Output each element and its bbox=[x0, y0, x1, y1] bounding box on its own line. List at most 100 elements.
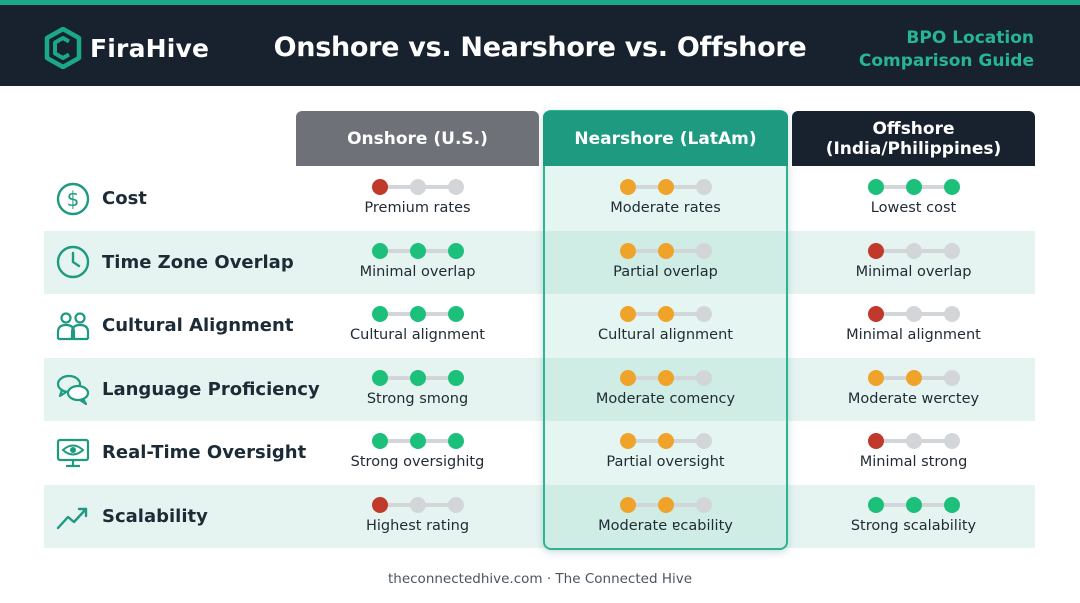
cell-text: Lowest cost bbox=[870, 200, 957, 216]
cell-offshore: Minimal strong bbox=[792, 421, 1035, 484]
rating-dot-green bbox=[371, 369, 388, 386]
cell-text: Partial overlap bbox=[613, 263, 718, 280]
row-background bbox=[44, 357, 1035, 421]
page-title: Onshore vs. Nearshore vs. Offshore bbox=[273, 32, 807, 63]
rating-dot-green bbox=[409, 242, 426, 259]
rating-dot-gray bbox=[905, 242, 922, 259]
cell-text: Strong scalability bbox=[850, 518, 977, 534]
criterion: Language Proficiency bbox=[55, 358, 320, 421]
comparison-row: $ Cost Premium rates Moderate rates Lowest c… bbox=[44, 167, 1035, 230]
cell-nearshore: Partial overlap bbox=[544, 231, 787, 294]
comparison-row: Scalability Highest rating Moderate ɐcabil… bbox=[44, 485, 1035, 548]
cell-onshore: Highest rating bbox=[296, 485, 539, 548]
cell-text: Minimal overlap bbox=[855, 263, 972, 280]
rating-dot-green bbox=[905, 497, 922, 513]
rating-dot-orange bbox=[619, 369, 636, 386]
logo[interactable]: FiraHive bbox=[44, 25, 209, 71]
rating-dot-gray bbox=[943, 433, 960, 450]
rating-dot-orange bbox=[867, 369, 884, 386]
rating-dot-red bbox=[371, 497, 388, 513]
rating-dots bbox=[544, 433, 787, 450]
criterion-label: Cost bbox=[102, 188, 147, 209]
cell-onshore: Premium rates bbox=[296, 167, 539, 230]
cell-offshore: Strong scalability bbox=[792, 485, 1035, 548]
rating-dots bbox=[296, 369, 539, 386]
rating-dot-orange bbox=[657, 306, 674, 323]
row-background bbox=[44, 230, 1035, 294]
column-header-onshore: Onshore (U.S.) bbox=[296, 111, 539, 166]
rating-dots bbox=[296, 179, 539, 195]
criterion: Scalability bbox=[55, 485, 208, 548]
cell-text: Partial oversight bbox=[606, 454, 725, 471]
rating-dots bbox=[792, 369, 1035, 386]
hexagon-logo-icon bbox=[44, 27, 82, 69]
rating-dots bbox=[792, 306, 1035, 323]
cell-text: Moderate comency bbox=[595, 390, 736, 407]
comparison-row: Language Proficiency Strong smong Moderate… bbox=[44, 358, 1035, 421]
cell-onshore: Cultural alignment bbox=[296, 294, 539, 357]
svg-text:$: $ bbox=[67, 187, 80, 211]
rating-dots bbox=[296, 433, 539, 450]
rating-dots bbox=[544, 179, 787, 195]
rating-dot-green bbox=[447, 242, 464, 259]
rating-dot-gray bbox=[409, 179, 426, 195]
criterion-label: Language Proficiency bbox=[102, 378, 320, 400]
comparison-row: Cultural Alignment Cultural alignment Cult… bbox=[44, 294, 1035, 357]
people-icon bbox=[56, 312, 90, 340]
rating-dot-gray bbox=[905, 306, 922, 323]
cell-text: Cultural alignment bbox=[598, 327, 733, 344]
footer-credit: theconnectedhive.com · The Connected Hiv… bbox=[387, 571, 693, 587]
offshore-header-line-2: (India/Philippines) bbox=[825, 138, 1002, 159]
rating-dot-gray bbox=[695, 306, 712, 323]
rating-dot-green bbox=[447, 369, 464, 386]
rating-dots bbox=[544, 369, 787, 386]
cell-text: Minimal strong bbox=[859, 454, 968, 471]
rating-dot-red bbox=[867, 306, 884, 323]
rating-dots bbox=[296, 242, 539, 259]
rating-dot-orange bbox=[619, 242, 636, 259]
cell-nearshore: Partial oversight bbox=[544, 421, 787, 484]
rating-dot-green bbox=[409, 369, 426, 386]
rating-dots bbox=[792, 497, 1035, 513]
cell-onshore: Strong smong bbox=[296, 358, 539, 421]
guide-subtitle: BPO Location Comparison Guide bbox=[859, 27, 1034, 73]
criterion-label: Cultural Alignment bbox=[102, 315, 294, 337]
monitor-eye-icon bbox=[56, 438, 90, 467]
rating-dot-orange bbox=[657, 242, 674, 259]
rating-dot-gray bbox=[695, 242, 712, 259]
rating-dot-orange bbox=[657, 179, 674, 195]
cell-text: Minimal overlap bbox=[359, 263, 476, 280]
rating-dot-orange bbox=[657, 369, 674, 386]
cell-text: Premium rates bbox=[364, 200, 471, 216]
rating-dots bbox=[544, 497, 787, 513]
rating-dot-orange bbox=[657, 497, 674, 513]
rating-dot-green bbox=[867, 179, 884, 195]
rating-dot-red bbox=[867, 242, 884, 259]
offshore-header-line-1: Offshore bbox=[872, 118, 955, 139]
column-header-offshore: Offshore (India/Philippines) bbox=[792, 111, 1035, 166]
rating-dots bbox=[544, 242, 787, 259]
criterion-label: Scalability bbox=[102, 506, 208, 527]
rating-dot-green bbox=[447, 433, 464, 450]
rating-dot-green bbox=[867, 497, 884, 513]
rating-dots bbox=[544, 306, 787, 323]
cell-text: Cultural alignment bbox=[350, 327, 485, 344]
cell-offshore: Moderate werctey bbox=[792, 358, 1035, 421]
rating-dot-green bbox=[409, 306, 426, 323]
rating-dot-gray bbox=[695, 179, 712, 195]
cell-text: Strong oversighitg bbox=[350, 454, 485, 471]
rating-dot-gray bbox=[695, 369, 712, 386]
comparison-row: Time Zone Overlap Minimal overlap Partial … bbox=[44, 231, 1035, 294]
guide-line-1: BPO Location bbox=[906, 28, 1034, 48]
rating-dot-green bbox=[943, 497, 960, 513]
cell-text: Moderate rates bbox=[610, 200, 721, 216]
clock-icon bbox=[56, 245, 90, 279]
cell-nearshore: Moderate comency bbox=[544, 358, 787, 421]
rating-dots bbox=[296, 497, 539, 513]
rating-dot-green bbox=[905, 179, 922, 195]
rating-dots bbox=[792, 179, 1035, 195]
cell-offshore: Minimal alignment bbox=[792, 294, 1035, 357]
rating-dots bbox=[792, 433, 1035, 450]
rating-dot-gray bbox=[695, 433, 712, 450]
rating-dot-gray bbox=[905, 433, 922, 450]
